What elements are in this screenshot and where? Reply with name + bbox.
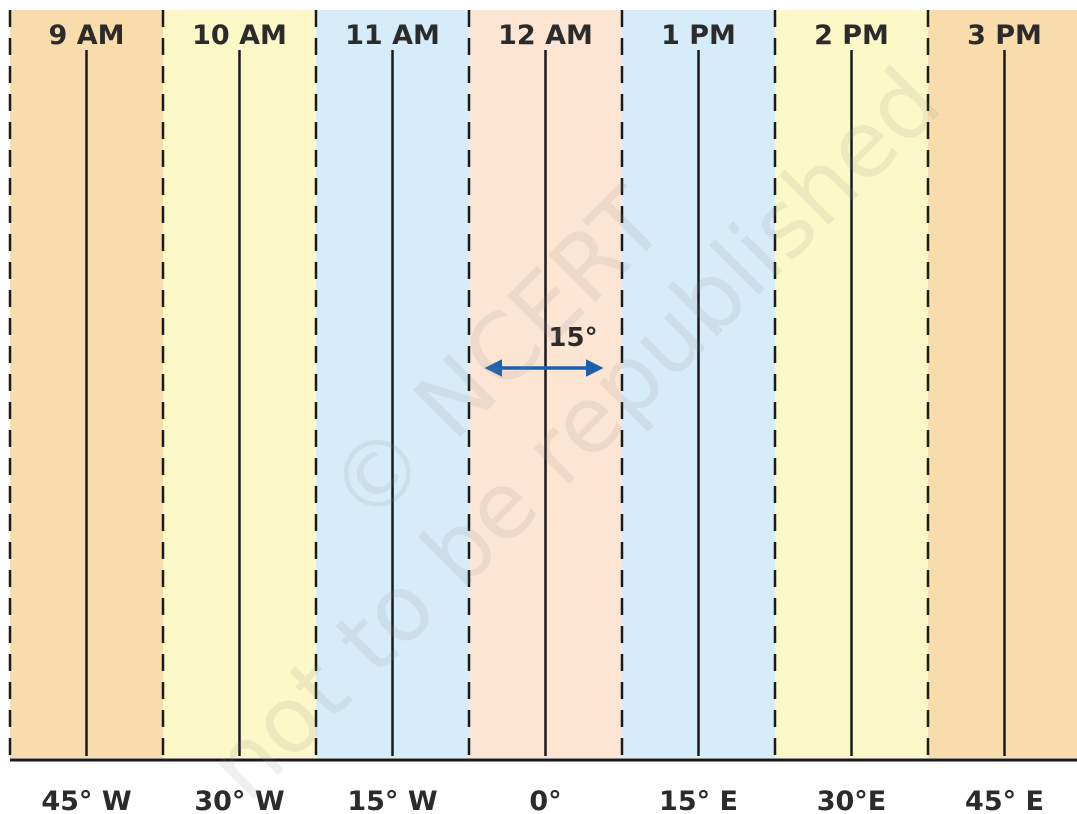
meridian-lines bbox=[85, 50, 1006, 756]
longitude-label: 45° W bbox=[41, 786, 131, 814]
time-labels: 9 AM 10 AM 11 AM 12 AM 1 PM 2 PM 3 PM bbox=[49, 20, 1042, 51]
longitude-label: 30° W bbox=[194, 786, 284, 814]
time-label-3-pm: 3 PM bbox=[967, 20, 1042, 51]
longitude-label: 30°E bbox=[817, 786, 887, 814]
time-label-1-pm: 1 PM bbox=[661, 20, 736, 51]
time-label-2-pm: 2 PM bbox=[814, 20, 889, 51]
longitude-label: 45° E bbox=[965, 786, 1044, 814]
time-label-12-am: 12 AM bbox=[498, 20, 593, 51]
time-label-9-am: 9 AM bbox=[49, 20, 125, 51]
longitude-labels: 45° W 30° W 15° W 0° 15° E 30°E 45° E bbox=[41, 786, 1044, 814]
zone-boundaries bbox=[8, 10, 930, 758]
zone-band-3-pm bbox=[928, 10, 1077, 758]
interval-label: 15° bbox=[548, 323, 597, 353]
longitude-label: 0° bbox=[529, 786, 561, 814]
longitude-label: 15° W bbox=[347, 786, 437, 814]
interval-indicator: 15° bbox=[484, 323, 604, 377]
longitude-label: 15° E bbox=[659, 786, 738, 814]
time-label-11-am: 11 AM bbox=[345, 20, 440, 51]
time-label-10-am: 10 AM bbox=[192, 20, 287, 51]
